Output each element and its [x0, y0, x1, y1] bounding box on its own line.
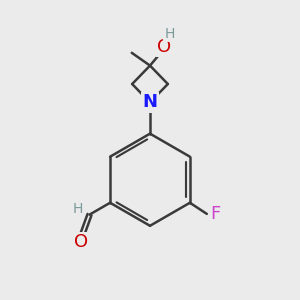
- Text: H: H: [164, 27, 175, 41]
- Text: H: H: [73, 202, 83, 216]
- Text: O: O: [74, 233, 88, 251]
- Text: O: O: [157, 38, 171, 56]
- Text: F: F: [211, 205, 221, 223]
- Text: N: N: [142, 93, 158, 111]
